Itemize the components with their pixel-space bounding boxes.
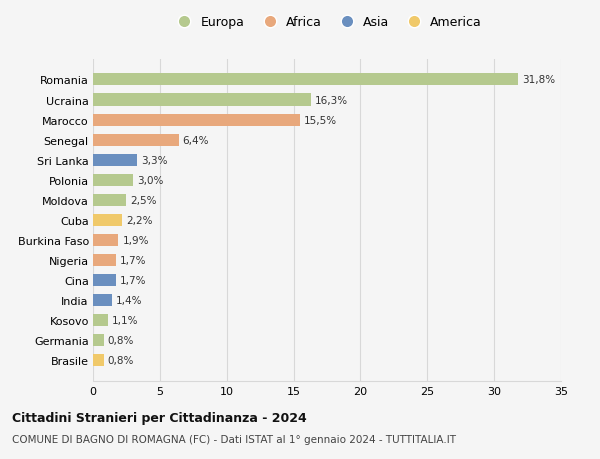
Bar	[93, 74, 518, 86]
Bar	[93, 94, 311, 106]
Bar	[93, 214, 122, 226]
Bar	[93, 274, 116, 286]
Bar	[93, 134, 179, 146]
Text: 16,3%: 16,3%	[315, 95, 348, 105]
Text: 31,8%: 31,8%	[522, 75, 556, 85]
Text: Cittadini Stranieri per Cittadinanza - 2024: Cittadini Stranieri per Cittadinanza - 2…	[12, 411, 307, 424]
Text: 3,0%: 3,0%	[137, 175, 164, 185]
Text: 3,3%: 3,3%	[141, 155, 167, 165]
Bar	[93, 334, 104, 347]
Bar	[93, 154, 137, 166]
Bar	[93, 254, 116, 266]
Text: 0,8%: 0,8%	[108, 336, 134, 345]
Bar	[93, 235, 118, 246]
Text: 1,7%: 1,7%	[120, 255, 146, 265]
Text: 15,5%: 15,5%	[304, 115, 337, 125]
Bar	[93, 294, 112, 306]
Bar	[93, 194, 127, 206]
Text: 1,7%: 1,7%	[120, 275, 146, 285]
Legend: Europa, Africa, Asia, America: Europa, Africa, Asia, America	[172, 16, 482, 29]
Text: COMUNE DI BAGNO DI ROMAGNA (FC) - Dati ISTAT al 1° gennaio 2024 - TUTTITALIA.IT: COMUNE DI BAGNO DI ROMAGNA (FC) - Dati I…	[12, 434, 456, 444]
Text: 6,4%: 6,4%	[182, 135, 209, 146]
Bar	[93, 174, 133, 186]
Text: 0,8%: 0,8%	[108, 355, 134, 365]
Bar	[93, 114, 300, 126]
Text: 1,4%: 1,4%	[116, 295, 142, 305]
Bar	[93, 314, 108, 326]
Text: 2,5%: 2,5%	[130, 196, 157, 205]
Text: 1,9%: 1,9%	[122, 235, 149, 245]
Text: 2,2%: 2,2%	[127, 215, 153, 225]
Text: 1,1%: 1,1%	[112, 315, 138, 325]
Bar	[93, 354, 104, 366]
